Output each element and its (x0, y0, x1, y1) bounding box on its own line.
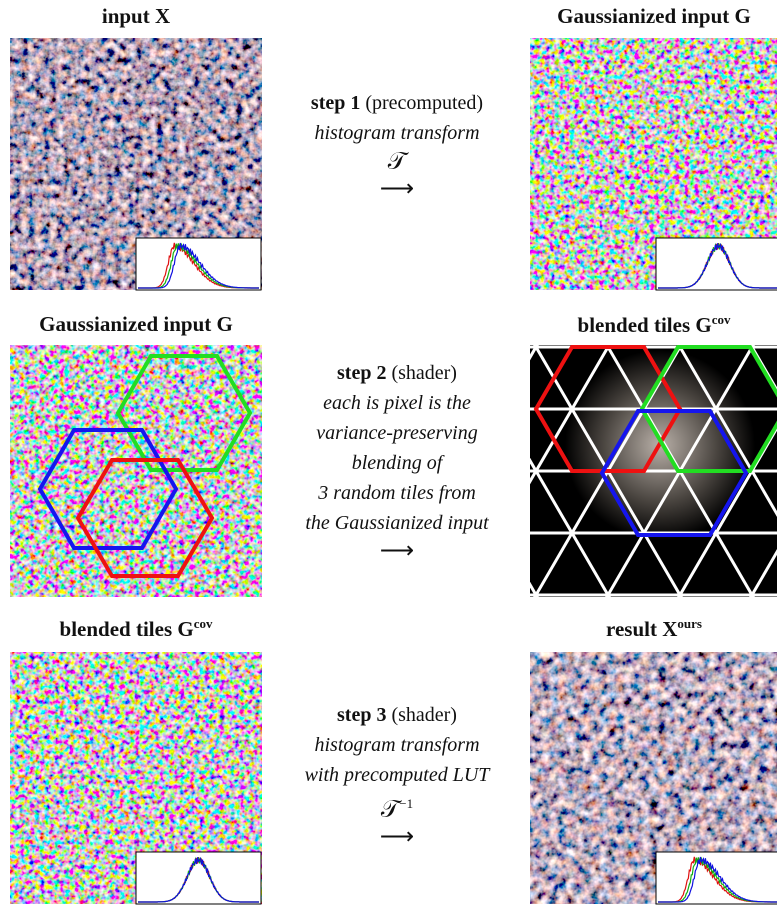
step-note: (precomputed) (365, 92, 483, 114)
panel-title-text: result X (606, 617, 677, 641)
panel-title-text: Gaussianized input G (39, 312, 233, 336)
step-heading: step 1 (precomputed) (266, 88, 528, 118)
step-note: (shader) (391, 704, 457, 726)
step-line: histogram transform (266, 118, 528, 148)
step-line: 3 random tiles from (266, 478, 528, 508)
operator-symbol: 𝒯−1 (266, 790, 528, 824)
step-heading: step 3 (shader) (266, 700, 528, 730)
operator-symbol-text: 𝒯 (388, 149, 406, 175)
operator-symbol: 𝒯 (266, 148, 528, 176)
panel-title-text-sup: ours (677, 616, 702, 631)
figure: input X Gaussianized input G step 1 (preco… (0, 0, 777, 905)
step-label: step 1 (311, 92, 360, 114)
step-line: the Gaussianized input (266, 508, 528, 538)
operator-symbol-text-sup: −1 (399, 796, 413, 811)
step-line: blending of (266, 448, 528, 478)
arrow: ⟶ (266, 538, 528, 564)
arrow: ⟶ (266, 176, 528, 202)
operator-symbol-text: 𝒯 (381, 797, 399, 823)
step-heading: step 2 (shader) (266, 358, 528, 388)
step-line: with precomputed LUT (266, 760, 528, 790)
panel-title: Gaussianized input G (6, 312, 266, 337)
panel-title-text: input X (102, 4, 170, 28)
step-line: each is pixel is the (266, 388, 528, 418)
panel-title-text: blended tiles G (578, 313, 712, 337)
panel-title: blended tiles Gcov (524, 312, 777, 338)
step-label: step 3 (337, 704, 386, 726)
panel-title-text-sup: cov (194, 616, 213, 631)
panel-title: result Xours (524, 616, 777, 642)
step-line: histogram transform (266, 730, 528, 760)
arrow: ⟶ (266, 824, 528, 850)
step-note: (shader) (391, 362, 457, 384)
panel-title-text: Gaussianized input G (557, 4, 751, 28)
step-label: step 2 (337, 362, 386, 384)
panel-title: input X (6, 4, 266, 29)
panel-title: blended tiles Gcov (6, 616, 266, 642)
step-line: variance-preserving (266, 418, 528, 448)
panel-title-text: blended tiles G (60, 617, 194, 641)
panel-title-text-sup: cov (712, 312, 731, 327)
panel-title: Gaussianized input G (524, 4, 777, 29)
